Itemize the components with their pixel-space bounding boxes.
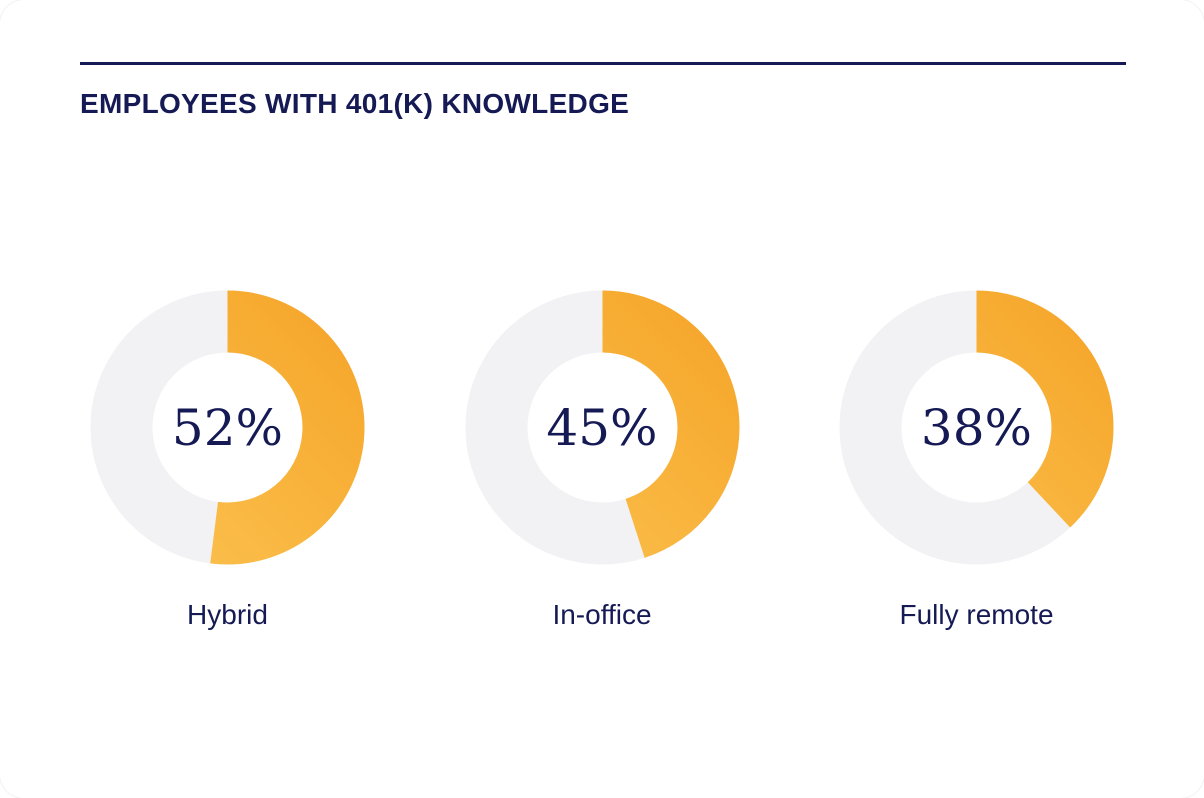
donut-category-label: In-office [552,599,652,630]
donut-chart-hybrid: 52% Hybrid [90,290,365,631]
donut-chart-row: 52% Hybrid 45% In-office 38% Fully remote [90,290,1114,631]
chart-title: EMPLOYEES WITH 401(K) KNOWLEDGE [80,88,630,119]
donut-ring: 52% [90,290,365,565]
donut-ring: 45% [465,290,740,565]
donut-category-label: Hybrid [187,599,268,630]
donut-ring: 38% [839,290,1114,565]
title-rule [80,62,1126,65]
donut-category-label: Fully remote [899,599,1054,630]
donut-chart-fully-remote: 38% Fully remote [839,290,1114,631]
donut-chart-in-office: 45% In-office [465,290,740,631]
